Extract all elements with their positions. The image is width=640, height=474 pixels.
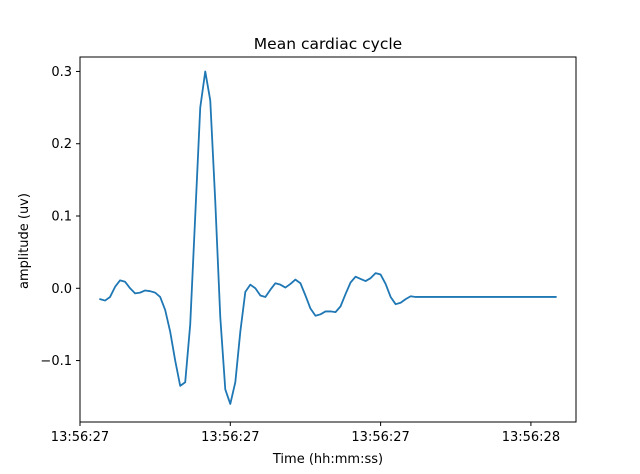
series-line-0 xyxy=(99,70,557,405)
x-tick-label: 13:56:28 xyxy=(502,430,560,445)
x-tick-label: 13:56:27 xyxy=(51,430,109,445)
y-tick-label: 0.1 xyxy=(51,210,72,225)
chart-title: Mean cardiac cycle xyxy=(254,35,402,53)
plot-area: −0.1 0.0 0.1 0.2 0.3 13:56:27 13:56:27 13:56:27… xyxy=(40,56,577,445)
y-tick-label: 0.2 xyxy=(51,137,72,152)
y-tick-label: 0.0 xyxy=(51,282,72,297)
x-tick-label: 13:56:27 xyxy=(351,430,409,445)
y-axis-label: amplitude (uv) xyxy=(17,193,32,289)
y-tick-label: 0.3 xyxy=(51,65,72,80)
x-tick-label: 13:56:27 xyxy=(201,430,259,445)
plot-frame xyxy=(79,56,577,423)
x-axis-label: Time (hh:mm:ss) xyxy=(272,452,383,467)
y-tick-label: −0.1 xyxy=(40,354,72,369)
